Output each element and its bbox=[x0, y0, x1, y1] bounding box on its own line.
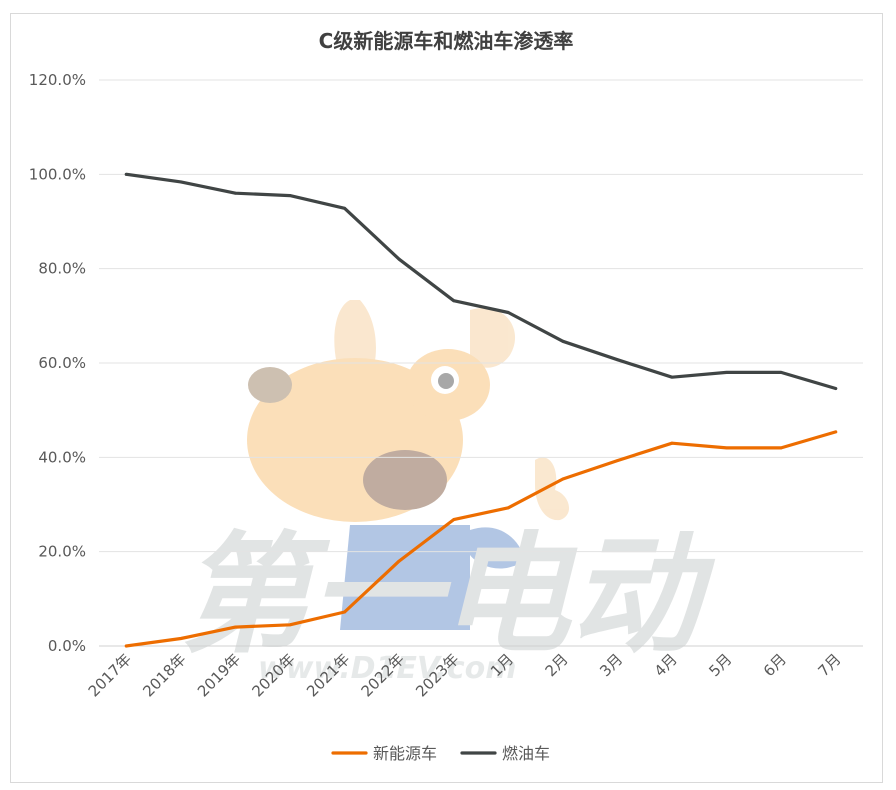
legend-label-ice: 燃油车 bbox=[502, 744, 550, 763]
data-point bbox=[452, 518, 456, 521]
data-point bbox=[179, 637, 183, 640]
x-tick-label: 5月 bbox=[705, 650, 735, 680]
data-point bbox=[561, 477, 565, 481]
data-point bbox=[179, 180, 183, 184]
data-point bbox=[725, 371, 728, 374]
x-tick-label: 7月 bbox=[814, 650, 844, 680]
data-point bbox=[725, 446, 728, 450]
data-point bbox=[779, 446, 783, 450]
chart-title: C级新能源车和燃油车渗透率 bbox=[319, 29, 574, 53]
series-line-0 bbox=[124, 430, 838, 648]
data-point bbox=[670, 375, 674, 379]
y-tick-label: 60.0% bbox=[38, 354, 86, 372]
data-point bbox=[397, 257, 401, 261]
data-point bbox=[124, 172, 128, 176]
data-point bbox=[670, 441, 674, 445]
data-point bbox=[343, 610, 346, 614]
data-point bbox=[506, 506, 510, 510]
data-point bbox=[616, 358, 619, 362]
y-tick-label: 20.0% bbox=[38, 543, 86, 561]
data-point bbox=[834, 430, 838, 434]
data-point bbox=[834, 387, 838, 390]
data-point bbox=[288, 623, 292, 627]
data-point bbox=[234, 191, 237, 195]
y-tick-label: 0.0% bbox=[48, 637, 86, 655]
watermark-logo-text: 第一电动 bbox=[180, 519, 716, 671]
data-point bbox=[397, 559, 401, 563]
data-point bbox=[616, 459, 619, 463]
y-tick-label: 120.0% bbox=[29, 71, 86, 89]
data-point bbox=[343, 206, 346, 210]
x-tick-label: 2017年 bbox=[85, 650, 135, 700]
y-tick-label: 100.0% bbox=[29, 165, 86, 183]
chart-frame bbox=[10, 13, 883, 783]
data-point bbox=[506, 311, 510, 314]
legend: 新能源车 燃油车 bbox=[331, 744, 550, 763]
y-tick-label: 80.0% bbox=[38, 260, 86, 278]
data-point bbox=[779, 371, 783, 374]
x-tick-label: 6月 bbox=[760, 650, 790, 680]
y-tick-label: 40.0% bbox=[38, 448, 86, 466]
watermark: 第一电动 www.D1EV.com bbox=[180, 300, 716, 686]
watermark-url-text: www.D1EV.com bbox=[258, 651, 517, 686]
data-point bbox=[234, 625, 237, 629]
y-axis-ticks: 0.0% 20.0% 40.0% 60.0% 80.0% 100.0% 120.0% bbox=[29, 71, 86, 655]
series-line-1 bbox=[124, 172, 838, 391]
data-point bbox=[124, 644, 128, 648]
gridlines bbox=[99, 79, 863, 647]
data-point bbox=[288, 194, 292, 197]
data-point bbox=[561, 339, 565, 343]
data-point bbox=[452, 299, 456, 303]
x-tick-label: 2018年 bbox=[139, 650, 189, 700]
series-lines bbox=[124, 172, 838, 648]
legend-label-new-energy: 新能源车 bbox=[373, 744, 437, 763]
